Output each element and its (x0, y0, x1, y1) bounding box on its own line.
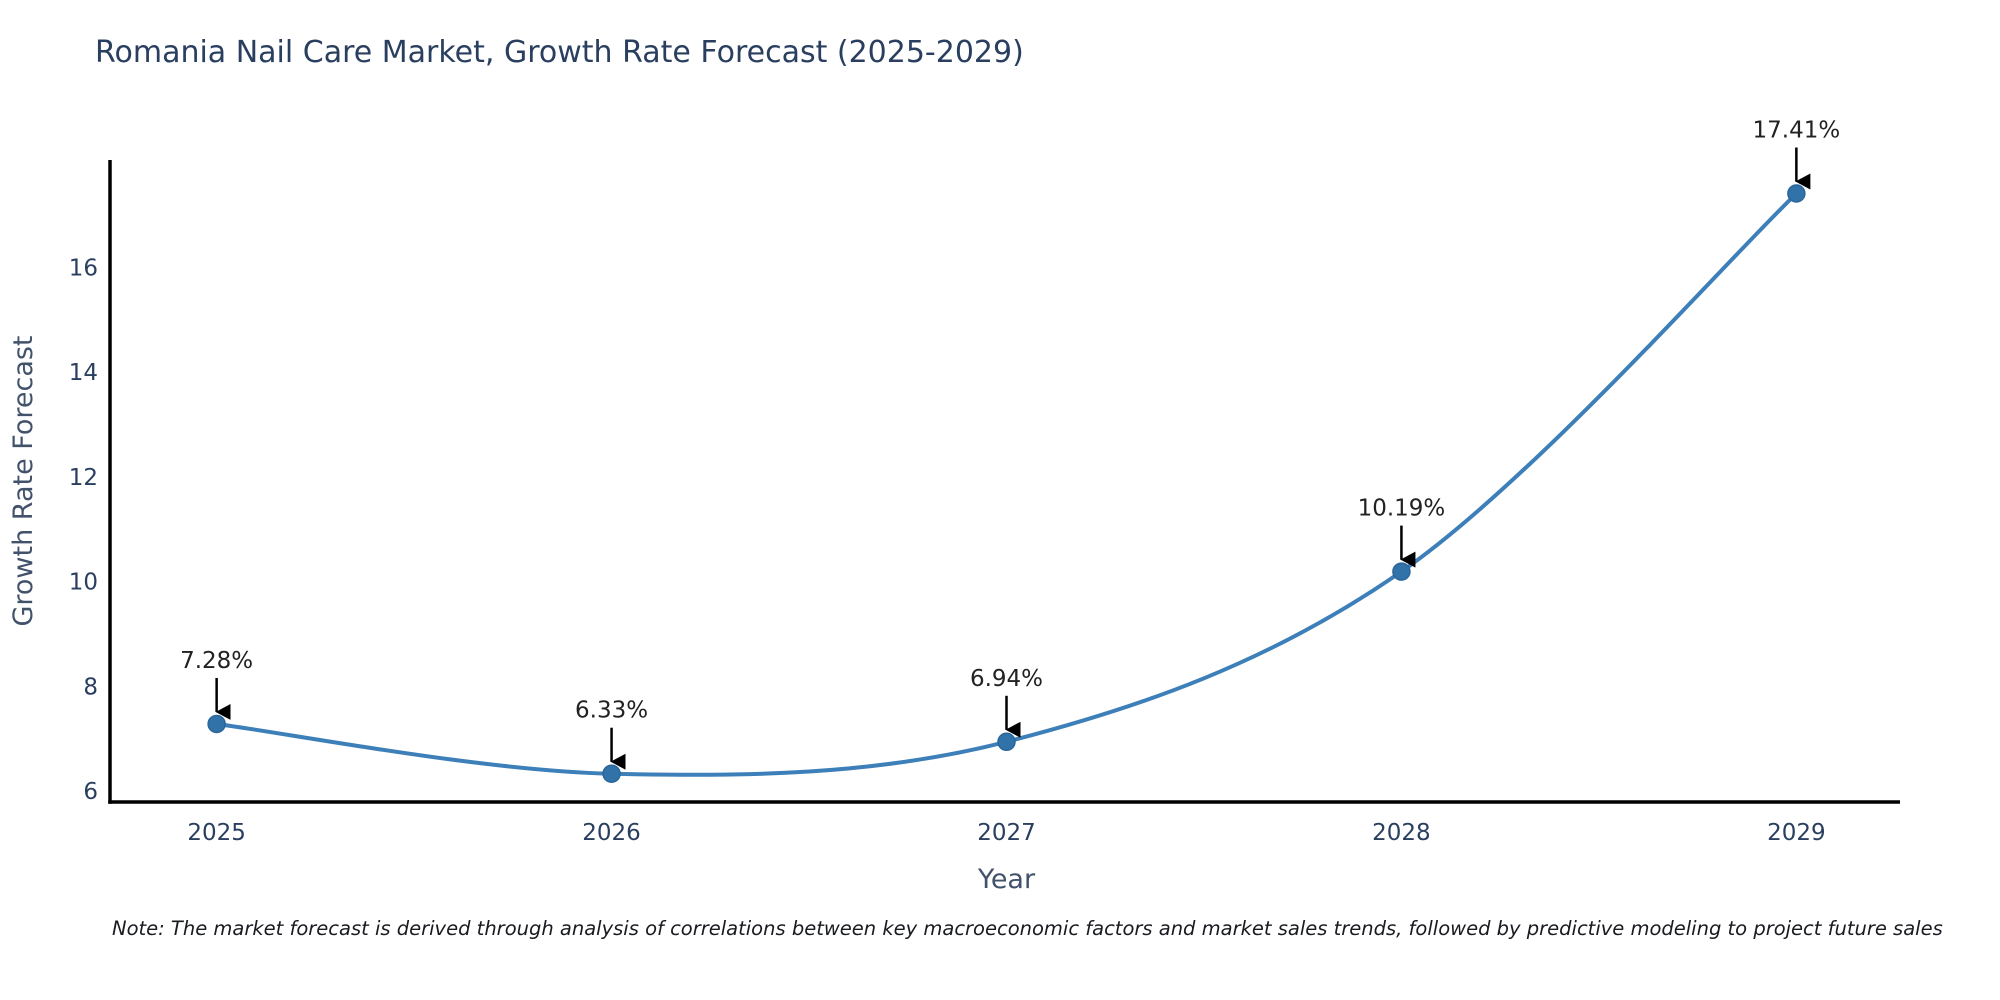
y-tick-label: 6 (83, 779, 98, 805)
data-point-marker[interactable] (1392, 562, 1411, 581)
data-point-label: 6.33% (575, 698, 648, 724)
data-point-marker[interactable] (997, 732, 1016, 752)
y-tick-label: 14 (69, 360, 98, 386)
y-tick-label: 12 (69, 465, 98, 491)
data-point-marker[interactable] (207, 714, 226, 734)
x-tick-label: 2028 (1372, 820, 1431, 846)
data-point-marker[interactable] (602, 764, 621, 783)
x-tick-label: 2027 (977, 820, 1036, 846)
y-tick-label: 16 (69, 255, 98, 281)
footnote: Note: The market forecast is derived thr… (112, 917, 1943, 940)
y-tick-label: 8 (83, 674, 98, 700)
x-tick-label: 2025 (187, 820, 246, 846)
data-point-label: 7.28% (180, 648, 253, 674)
forecast-line (214, 191, 1799, 777)
y-tick-label: 10 (69, 570, 98, 596)
data-point-label: 17.41% (1753, 118, 1841, 144)
data-point-label: 6.94% (970, 666, 1043, 692)
chart-title: Romania Nail Care Market, Growth Rate Fo… (95, 35, 1024, 70)
data-point-marker[interactable] (1787, 184, 1806, 203)
x-axis-title: Year (977, 864, 1036, 895)
y-axis-title: Growth Rate Forecast (8, 335, 39, 626)
x-tick-label: 2029 (1767, 820, 1826, 846)
data-point-label: 10.19% (1358, 496, 1446, 522)
x-tick-label: 2026 (582, 820, 641, 846)
